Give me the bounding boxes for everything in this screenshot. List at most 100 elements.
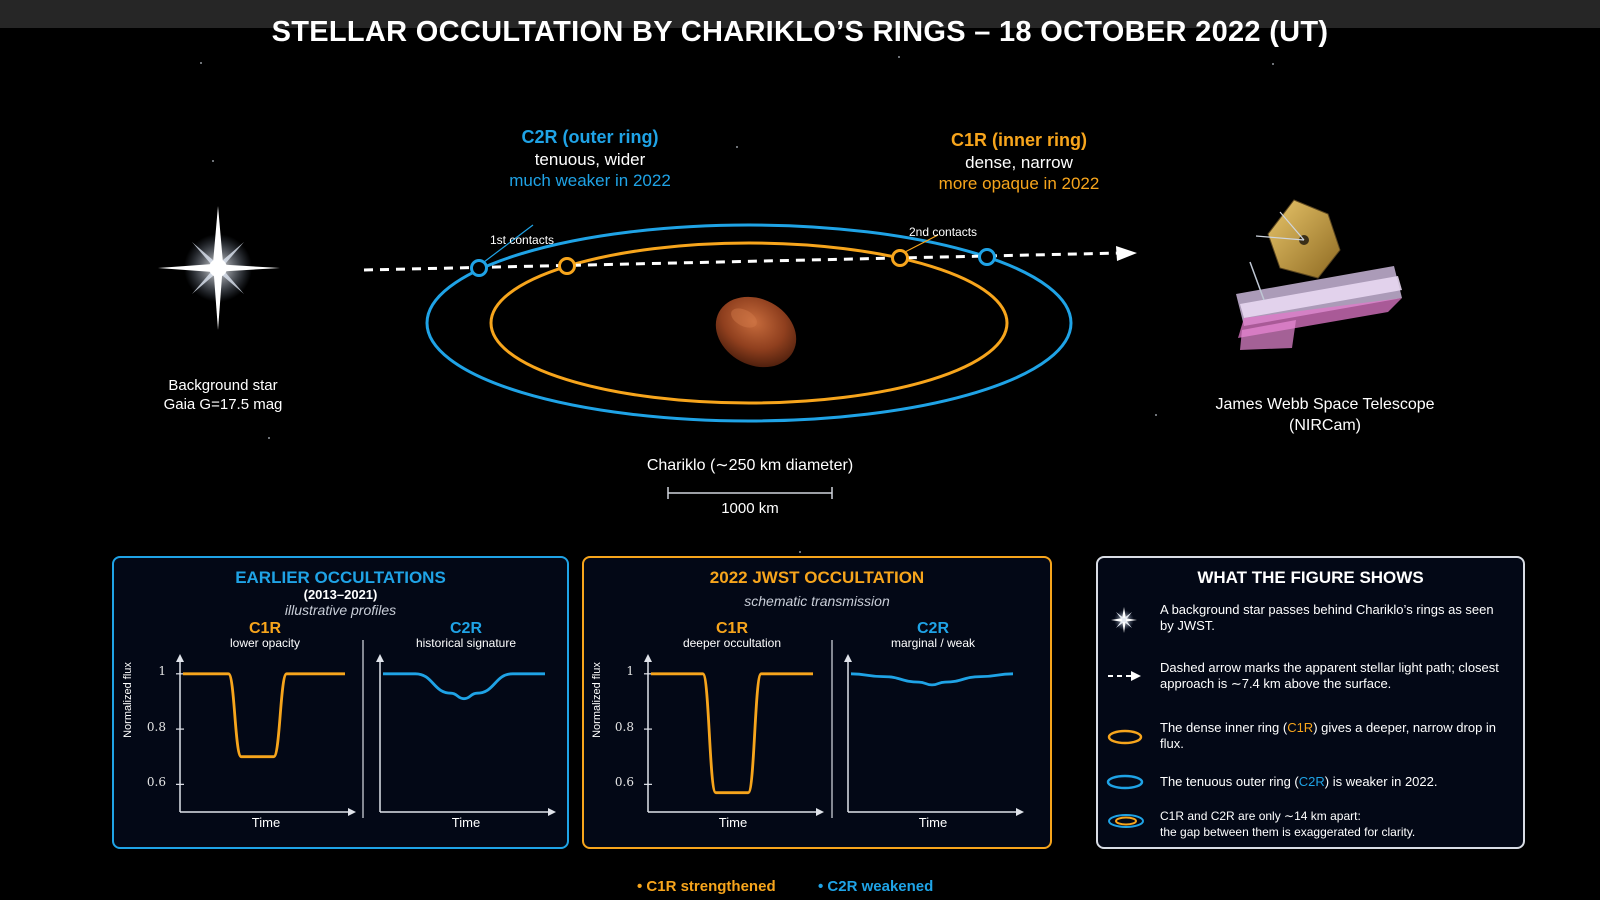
shows-panel-title: WHAT THE FIGURE SHOWS (1197, 568, 1424, 587)
c1r-label-block: C1R (inner ring) dense, narrow more opaq… (898, 130, 1140, 194)
shows-item-4-post: ) is weaker in 2022. (1324, 774, 1438, 789)
chart2-xlabel: Time (451, 815, 481, 830)
c1r-inner-ring (489, 241, 1009, 405)
scale-label: 1000 km (721, 500, 779, 517)
chart1-ring: C1R (248, 620, 281, 637)
background-star-dot (1155, 414, 1157, 416)
c1r-label-name: C1R (inner ring) (950, 130, 1087, 150)
blue-ring-icon (1106, 774, 1144, 790)
shows-item-5-line1: C1R and C2R are only ∼14 km apart: (1160, 809, 1361, 823)
first-contacts-label: 1st contacts (490, 233, 555, 247)
earlier-panel-years: (2013–2021) (303, 587, 378, 602)
star-label: Background star Gaia G=17.5 mag (133, 376, 313, 414)
chart3-ring: C1R (715, 620, 748, 637)
chart1-flux-curve (183, 672, 345, 759)
window-top-bar (0, 0, 1600, 28)
ring-diagram (158, 199, 1402, 499)
dashed-arrow-icon (1108, 671, 1141, 681)
chart2-ring: C2R (449, 620, 482, 637)
scale-bar (667, 487, 833, 499)
chart3-x-arrow (816, 808, 824, 816)
c1r-label-desc: dense, narrow (965, 153, 1073, 172)
chart1-ytick-1: 1 (158, 664, 166, 678)
chart3-ytick-0.6: 0.6 (614, 775, 634, 789)
c1r-second-contact-marker (891, 249, 909, 267)
background-star-dot (898, 56, 900, 58)
chart4-desc: marginal / weak (890, 636, 976, 650)
chart3-desc: deeper occultation (682, 636, 782, 650)
earlier-panel-subtitle: illustrative profiles (284, 602, 397, 618)
jwst-occultation-panel: 2022 JWST OCCULTATION schematic transmis… (582, 556, 1052, 849)
chart1-xlabel: Time (251, 815, 281, 830)
background-star-dot (1272, 63, 1274, 65)
star-label-line2: Gaia G=17.5 mag (163, 396, 283, 413)
shows-item-4: The tenuous outer ring (C2R) is weaker i… (1160, 774, 1510, 790)
background-star-dot (212, 160, 214, 162)
chart1-desc: lower opacity (229, 636, 301, 650)
light-path-arrowhead (1116, 246, 1137, 261)
c2r-label-name: C2R (outer ring) (521, 127, 659, 147)
earlier-panel-title: EARLIER OCCULTATIONS (235, 568, 446, 587)
chart1-ytick-0.6: 0.6 (146, 775, 166, 789)
page-title: STELLAR OCCULTATION BY CHARIKLO’S RINGS … (271, 16, 1329, 48)
chart2-flux-curve (383, 672, 545, 701)
chart4-flux-curve (850, 672, 1014, 687)
chart2-x-arrow (548, 808, 556, 816)
chart2-desc: historical signature (415, 636, 517, 650)
legend-c1r-strengthened: • C1R strengthened (637, 878, 776, 895)
chart1-y-arrow (176, 654, 184, 662)
orange-ring-icon (1107, 729, 1143, 745)
chart4-x-arrow (1016, 808, 1024, 816)
jwst-panel-title: 2022 JWST OCCULTATION (709, 568, 925, 587)
chart1-x-arrow (348, 808, 356, 816)
shows-item-3-post: ) gives a deeper, narrow drop in flux. (1160, 720, 1497, 751)
chart3-header: C1R deeper occultation (672, 621, 792, 650)
chart3-flux-curve (651, 672, 813, 795)
c2r-first-contact-marker (470, 259, 488, 277)
second-contacts-label: 2nd contacts (909, 225, 978, 239)
chart4-ring: C2R (916, 620, 949, 637)
earlier-occultations-panel: EARLIER OCCULTATIONS (2013–2021) illustr… (112, 556, 569, 849)
shows-item-2: Dashed arrow marks the apparent stellar … (1160, 660, 1499, 691)
star-icon (1111, 607, 1137, 633)
jwst-label: James Webb Space Telescope (NIRCam) (1175, 394, 1475, 436)
chart3-y-arrow (644, 654, 652, 662)
shows-item-5-line2: the gap between them is exaggerated for … (1160, 825, 1416, 839)
double-ring-icon (1108, 814, 1144, 828)
shows-item-1: A background star passes behind Chariklo… (1160, 602, 1494, 633)
chart1-header: C1R lower opacity (205, 621, 325, 650)
chart3-xlabel: Time (718, 815, 748, 830)
star-label-line1: Background star (168, 377, 278, 394)
shows-item-4-ring: C2R (1298, 774, 1325, 789)
chart1-ytick-0.8: 0.8 (146, 720, 166, 734)
background-star-dot (200, 62, 202, 64)
c1r-label-note: more opaque in 2022 (938, 174, 1100, 193)
chart2-header: C2R historical signature (396, 621, 536, 650)
chart4-header: C2R marginal / weak (873, 621, 993, 650)
chart4-xlabel: Time (918, 815, 948, 830)
shows-item-3: The dense inner ring (C1R) gives a deepe… (1160, 720, 1510, 752)
second-contact-leader (904, 234, 939, 253)
chart2-y-arrow (376, 654, 384, 662)
shows-item-4-pre: The tenuous outer ring ( (1160, 774, 1299, 789)
c2r-label-note: much weaker in 2022 (509, 171, 671, 190)
chart3-ytick-1: 1 (626, 664, 634, 678)
background-star-dot (799, 551, 801, 553)
jwst-label-line2: (NIRCam) (1289, 417, 1361, 434)
first-contact-leader (483, 224, 534, 263)
jwst-panel-subtitle: schematic transmission (744, 593, 890, 609)
chariklo-label: Chariklo (∼250 km diameter) (646, 457, 854, 474)
background-star-dot (736, 146, 738, 148)
what-figure-shows-panel: WHAT THE FIGURE SHOWS (1096, 556, 1525, 849)
c2r-second-contact-marker (978, 248, 996, 266)
chart4-y-arrow (844, 654, 852, 662)
shows-item-3-pre: The dense inner ring ( (1160, 720, 1288, 735)
c2r-label-block: C2R (outer ring) tenuous, wider much wea… (470, 127, 710, 191)
shows-item-3-ring: C1R (1287, 720, 1314, 735)
jwst-icon (1236, 199, 1402, 350)
chariklo-body (715, 296, 797, 368)
c2r-outer-ring (425, 223, 1073, 423)
shows-item-5: C1R and C2R are only ∼14 km apart: the g… (1160, 808, 1510, 840)
